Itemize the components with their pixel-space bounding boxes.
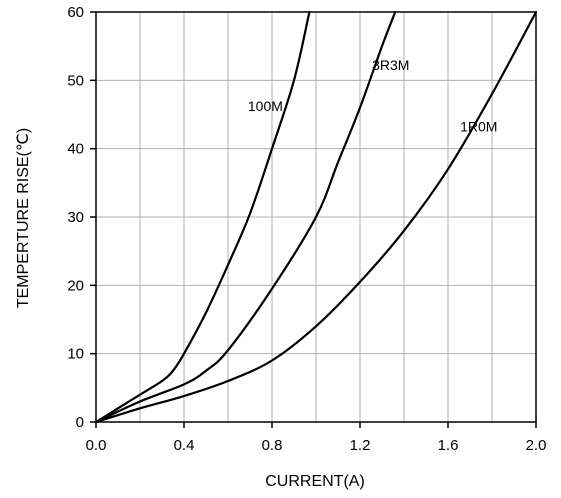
series-label-1r0m: 1R0M [460, 119, 497, 135]
series-label-3r3m: 3R3M [372, 57, 409, 73]
y-tick-label: 30 [67, 209, 84, 226]
series-line-3r3m [94, 10, 397, 424]
y-axis-label: TEMPERTURE RISE(℃) [15, 128, 32, 308]
x-tick-label: 1.6 [438, 437, 459, 454]
y-tick-label: 20 [67, 277, 84, 294]
y-tick-label: 60 [67, 4, 84, 21]
axes [90, 11, 537, 428]
x-tick-label: 2.0 [526, 437, 547, 454]
series-lines [94, 10, 538, 424]
y-tick-label: 50 [67, 72, 84, 89]
x-tick-label: 0.4 [174, 437, 195, 454]
y-tick-label: 0 [76, 414, 84, 431]
tick-labels: 0.0 0.4 0.8 1.2 1.6 2.0 0 10 20 30 40 50 60 [67, 4, 546, 454]
y-tick-label: 10 [67, 346, 84, 363]
series-line-100m [94, 10, 311, 424]
y-tick-label: 40 [67, 141, 84, 158]
series-labels: 100M 3R3M 1R0M [248, 57, 498, 134]
x-tick-label: 0.0 [86, 437, 107, 454]
x-tick-label: 1.2 [350, 437, 371, 454]
series-label-100m: 100M [248, 98, 283, 114]
series-line-1r0m [94, 10, 538, 424]
x-tick-label: 0.8 [262, 437, 283, 454]
x-axis-label: CURRENT(A) [265, 473, 365, 490]
